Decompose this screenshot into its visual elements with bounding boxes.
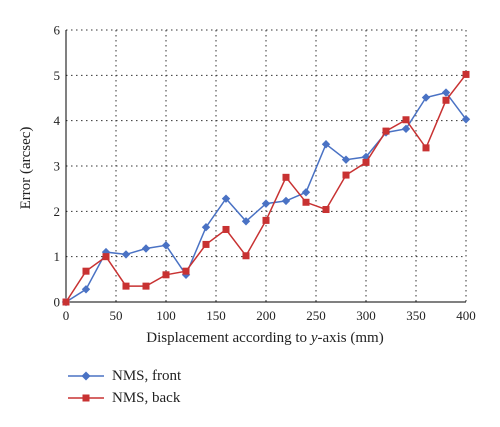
x-axis-title-variable: y: [309, 330, 318, 346]
grid: [66, 29, 467, 302]
data-point: [62, 298, 70, 306]
legend: NMS, front NMS, back: [68, 365, 181, 409]
data-point: [341, 155, 351, 164]
data-point: [102, 253, 110, 261]
y-tick-label: 1: [54, 249, 61, 264]
y-tick-label: 3: [54, 159, 61, 174]
data-point: [302, 198, 310, 206]
data-point: [401, 124, 411, 134]
data-point: [402, 116, 410, 124]
data-point: [442, 96, 450, 104]
x-tick-label: 100: [156, 308, 176, 323]
x-axis-title-part: -axis (mm): [317, 330, 383, 346]
data-point: [182, 267, 190, 275]
data-point: [282, 173, 290, 181]
data-point: [342, 171, 350, 179]
data-point: [462, 70, 470, 78]
data-point: [121, 250, 131, 259]
x-axis-ticks: 0 50 100 150 200 250 300 350 400: [63, 308, 476, 323]
data-point: [241, 217, 251, 226]
data-point: [301, 188, 311, 197]
series-group: [61, 70, 471, 307]
data-point: [201, 223, 211, 232]
legend-item-back: NMS, back: [68, 387, 181, 409]
data-point: [261, 199, 271, 208]
x-tick-label: 0: [63, 308, 70, 323]
data-point: [382, 127, 390, 135]
axes: [65, 30, 466, 303]
data-point: [441, 88, 451, 97]
y-tick-label: 5: [54, 68, 61, 83]
data-point: [82, 267, 90, 275]
data-point: [161, 241, 171, 250]
data-point: [81, 285, 91, 294]
data-point: [322, 206, 330, 214]
y-tick-label: 6: [54, 23, 61, 38]
data-point: [141, 244, 151, 253]
legend-swatch-back: [68, 394, 104, 402]
y-tick-label: 0: [54, 295, 61, 310]
data-point: [422, 144, 430, 152]
data-point: [461, 115, 471, 124]
data-point: [122, 282, 130, 290]
data-point: [262, 216, 270, 224]
data-point: [142, 282, 150, 290]
x-tick-label: 300: [356, 308, 376, 323]
data-point: [242, 252, 250, 260]
y-axis-ticks: 0 1 2 3 4 5 6: [54, 23, 61, 310]
legend-item-front: NMS, front: [68, 365, 181, 387]
data-point: [162, 271, 170, 279]
data-point: [281, 196, 291, 206]
y-axis-title: Error (arcsec): [18, 127, 34, 210]
series-line: [65, 73, 467, 303]
data-point: [362, 158, 370, 166]
x-tick-label: 250: [306, 308, 326, 323]
x-axis-title: Displacement according to y-axis (mm): [146, 330, 383, 346]
data-point: [202, 240, 210, 248]
legend-label-front: NMS, front: [112, 367, 182, 384]
x-tick-label: 400: [456, 308, 476, 323]
legend-label-back: NMS, back: [112, 389, 181, 406]
y-tick-label: 2: [54, 204, 61, 219]
data-point: [222, 225, 230, 233]
x-tick-label: 200: [256, 308, 276, 323]
x-tick-label: 350: [406, 308, 426, 323]
x-axis-title-part: Displacement according to: [146, 330, 311, 346]
data-point: [421, 93, 431, 102]
data-point: [221, 194, 231, 203]
data-point: [321, 140, 331, 149]
x-tick-label: 50: [110, 308, 123, 323]
legend-swatch-front: [68, 371, 104, 381]
y-tick-label: 4: [54, 113, 61, 128]
series-back: [62, 70, 470, 306]
x-tick-label: 150: [206, 308, 226, 323]
